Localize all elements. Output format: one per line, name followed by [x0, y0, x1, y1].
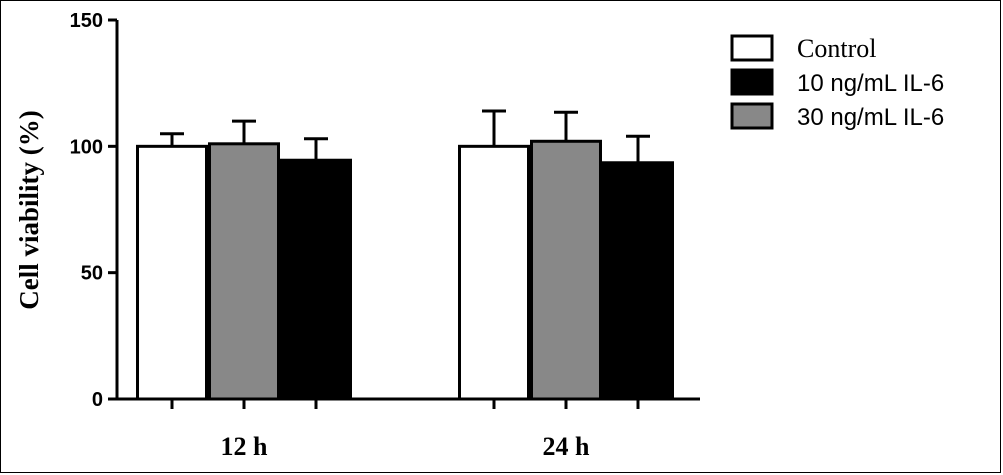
x-category-label: 12 h [221, 432, 269, 461]
bar [530, 139, 602, 401]
legend-label: Control [797, 34, 876, 63]
y-tick-label: 50 [81, 263, 103, 285]
bar [458, 144, 530, 401]
legend-label: 30 ng/mL IL-6 [797, 104, 944, 131]
bar [208, 142, 280, 401]
bar [280, 158, 352, 401]
x-category-label: 24 h [543, 432, 591, 461]
y-tick-label: 150 [70, 10, 103, 32]
y-tick-label: 0 [92, 389, 103, 411]
legend: Control 10 ng/mL IL-6 30 ng/mL IL-6 [730, 34, 944, 131]
legend-swatch [730, 102, 774, 130]
bar [602, 161, 674, 401]
bar [136, 144, 208, 401]
y-tick-label: 100 [70, 136, 103, 158]
legend-label: 10 ng/mL IL-6 [797, 70, 944, 97]
legend-swatch [730, 68, 774, 96]
bars [136, 109, 674, 401]
y-axis-title: Cell viability (%) [14, 110, 44, 309]
legend-swatch [730, 34, 774, 62]
